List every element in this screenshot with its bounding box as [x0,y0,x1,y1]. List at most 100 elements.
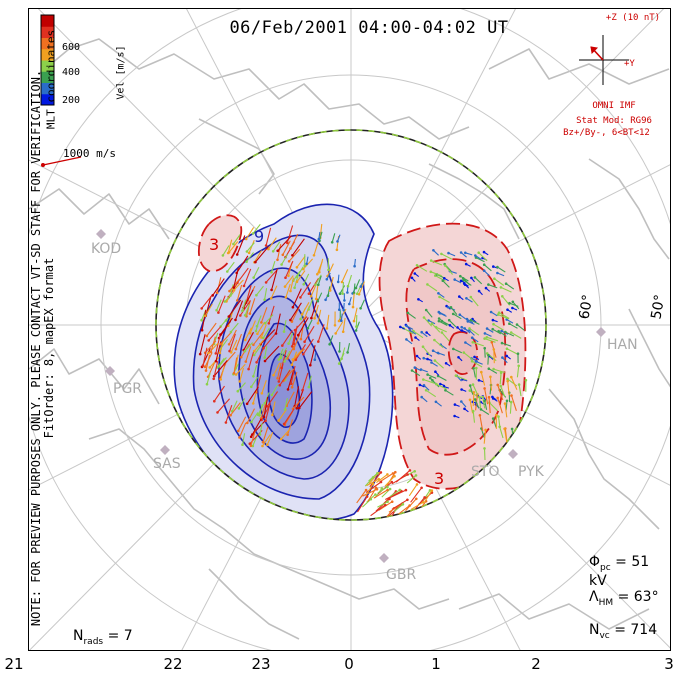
velocity-vector [449,324,455,329]
velocity-vector [283,408,295,425]
velocity-vector [268,305,275,324]
velocity-vector [250,430,256,446]
velocity-vector [433,249,439,256]
velocity-vector [253,250,262,263]
velocity-vector [205,354,211,371]
velocity-vector [243,331,254,351]
velocity-vector [297,317,309,336]
velocity-vector [207,361,216,378]
station-markers [96,229,606,563]
velocity-vector [460,401,467,408]
velocity-vector [373,489,388,499]
velocity-vector [427,283,438,292]
coordinate-label: MLT coordinates [44,29,58,130]
velocity-vector [235,354,239,369]
velocity-vector [317,275,322,285]
velocity-vector [421,331,428,338]
velocity-vector [435,326,447,333]
velocity-vector [331,233,336,243]
velocity-vector [226,261,235,272]
velocity-vector [497,384,504,401]
velocity-vector [411,370,421,377]
velocity-vector [483,270,490,277]
imf-condition: Bz+/By-, 6<BT<12 [563,128,650,138]
velocity-vector [480,408,490,415]
velocity-vector [421,396,428,403]
reference-vector [41,156,82,167]
velocity-vector [454,415,460,419]
velocity-vector [483,264,492,272]
velocity-vector [416,355,422,360]
velocity-vector [436,383,448,390]
velocity-vector [428,320,436,325]
velocity-vector [353,307,358,322]
velocity-vector [294,316,308,331]
velocity-vector [467,320,475,325]
velocity-vector [238,398,246,409]
velocity-vector [201,293,214,309]
velocity-vector [233,357,238,374]
velocity-vector [220,331,232,345]
velocity-vector [454,279,462,284]
vector-origin [472,391,476,394]
velocity-vector [408,484,418,497]
velocity-vector [335,321,344,334]
velocity-vector [296,270,306,283]
velocity-vector [497,272,505,277]
velocity-vector [354,258,356,267]
velocity-vector [287,419,294,435]
velocity-vector [466,318,474,324]
vector-origin [327,268,330,272]
velocity-vector [362,498,372,508]
velocity-vector [252,364,258,377]
velocity-vector [438,292,445,298]
velocity-vector [206,322,217,337]
velocity-vector [486,336,499,342]
velocity-vector [507,309,512,313]
velocity-vector [239,300,251,316]
velocity-vector [230,322,239,333]
velocity-vector [406,325,414,330]
velocity-vector [254,246,269,263]
velocity-vector [497,397,503,414]
velocity-vector [292,349,303,360]
velocity-vector [237,382,246,392]
velocity-vector [301,302,310,315]
velocity-vector [245,300,251,317]
mlt-tick: 0 [344,655,354,673]
velocity-vector [473,368,476,378]
colorbar-segment [41,37,54,50]
velocity-vector [220,317,233,335]
velocity-vector [475,257,485,263]
velocity-vector [244,342,254,352]
velocity-vector [208,326,222,341]
velocity-vector [307,319,313,329]
velocity-vector [230,402,241,416]
velocity-vector [389,489,407,499]
velocity-vector [455,375,467,381]
velocity-vector [501,357,508,364]
convection-map [29,9,670,650]
velocity-vector [201,310,207,331]
velocity-vector [469,385,474,395]
velocity-vector [442,280,450,288]
velocity-vector [509,323,518,329]
velocity-vector [280,428,291,440]
velocity-vector [422,346,431,357]
velocity-vector [504,428,508,443]
velocity-vector [443,386,449,389]
velocity-vector [506,355,511,360]
velocity-vector [289,277,295,292]
velocity-vector [465,342,472,347]
velocity-vector [329,335,334,345]
velocity-vector [229,284,234,296]
velocity-vector [478,379,484,383]
velocity-vector [441,332,450,342]
velocity-vector [259,423,263,435]
velocity-vector [294,386,300,407]
vector-origin [343,299,346,302]
velocity-vector [250,412,259,423]
velocity-vector [384,475,395,487]
velocity-vector [410,501,424,510]
velocity-vector [276,243,282,260]
